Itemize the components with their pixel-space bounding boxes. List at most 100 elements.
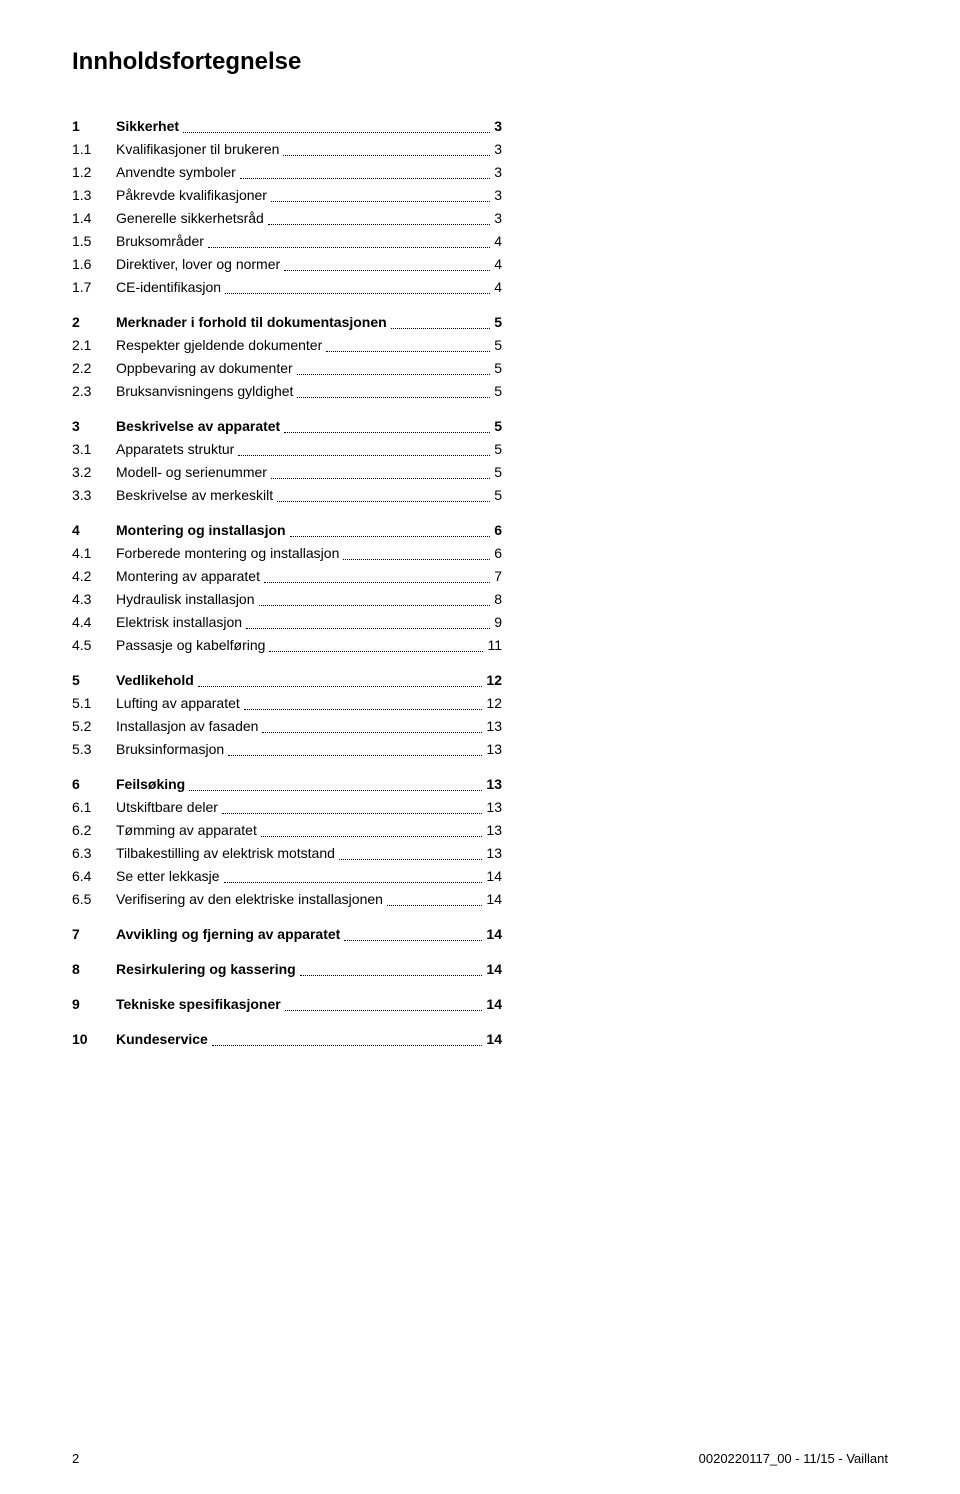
toc-leader (344, 927, 482, 941)
toc-leader (326, 338, 490, 352)
toc-leader (339, 846, 483, 860)
toc-leader (290, 523, 491, 537)
toc-page: 12 (486, 693, 502, 714)
toc-page: 14 (486, 889, 502, 910)
toc-group-gap (72, 1017, 502, 1029)
toc-leader (297, 384, 490, 398)
toc-row: 5.2Installasjon av fasaden13 (72, 716, 502, 737)
toc-page: 9 (494, 612, 502, 633)
toc-row: 6.4Se etter lekkasje14 (72, 866, 502, 887)
toc-leader (300, 962, 483, 976)
toc-label: Apparatets struktur (116, 439, 234, 460)
page: Innholdsfortegnelse 1Sikkerhet31.1Kvalif… (0, 0, 960, 1494)
toc-label: Resirkulering og kassering (116, 959, 296, 980)
toc-row: 6.1Utskiftbare deler13 (72, 797, 502, 818)
toc-label: Beskrivelse av apparatet (116, 416, 280, 437)
toc-leader (189, 777, 482, 791)
toc-label: Vedlikehold (116, 670, 194, 691)
toc-label: Bruksinformasjon (116, 739, 224, 760)
toc-leader (268, 211, 490, 225)
toc-leader (222, 800, 482, 814)
toc-leader (244, 696, 483, 710)
toc-row: 4.3Hydraulisk installasjon8 (72, 589, 502, 610)
toc-leader (343, 546, 490, 560)
toc-number: 5.1 (72, 693, 116, 714)
toc-page: 5 (494, 462, 502, 483)
footer-doc-ref: 0020220117_00 - 11/15 - Vaillant (699, 1451, 888, 1466)
toc-group-gap (72, 658, 502, 670)
toc-number: 1 (72, 116, 116, 137)
toc-page: 7 (494, 566, 502, 587)
toc-label: Passasje og kabelføring (116, 635, 265, 656)
toc-number: 6.3 (72, 843, 116, 864)
toc-row: 2.1Respekter gjeldende dokumenter5 (72, 335, 502, 356)
toc-label: Kundeservice (116, 1029, 208, 1050)
toc-number: 6.5 (72, 889, 116, 910)
toc-label: Respekter gjeldende dokumenter (116, 335, 322, 356)
toc-leader (269, 638, 483, 652)
toc-row: 1.7CE-identifikasjon4 (72, 277, 502, 298)
toc-page: 3 (494, 116, 502, 137)
toc-label: Tilbakestilling av elektrisk motstand (116, 843, 335, 864)
toc-page: 3 (494, 208, 502, 229)
toc-number: 10 (72, 1029, 116, 1050)
toc-row: 3.3Beskrivelse av merkeskilt5 (72, 485, 502, 506)
toc-number: 4 (72, 520, 116, 541)
toc-number: 2 (72, 312, 116, 333)
toc-page: 4 (494, 231, 502, 252)
toc-row: 6.2Tømming av apparatet13 (72, 820, 502, 841)
toc-row: 1.3Påkrevde kvalifikasjoner3 (72, 185, 502, 206)
toc-leader (297, 361, 491, 375)
toc-group-gap (72, 508, 502, 520)
toc-number: 4.5 (72, 635, 116, 656)
toc-page: 5 (494, 416, 502, 437)
toc-label: Modell- og serienummer (116, 462, 267, 483)
toc-number: 6.2 (72, 820, 116, 841)
page-title: Innholdsfortegnelse (72, 48, 888, 76)
toc-number: 5 (72, 670, 116, 691)
toc-leader (261, 823, 483, 837)
toc-page: 3 (494, 185, 502, 206)
toc-row: 9Tekniske spesifikasjoner14 (72, 994, 502, 1015)
toc-label: Montering og installasjon (116, 520, 286, 541)
toc-page: 5 (494, 358, 502, 379)
toc-page: 5 (494, 381, 502, 402)
toc-group-gap (72, 912, 502, 924)
toc-number: 5.2 (72, 716, 116, 737)
toc-number: 4.3 (72, 589, 116, 610)
toc-number: 7 (72, 924, 116, 945)
toc-page: 4 (494, 277, 502, 298)
toc-page: 5 (494, 312, 502, 333)
toc-leader (246, 615, 490, 629)
toc-label: Verifisering av den elektriske installas… (116, 889, 383, 910)
toc-row: 6.3Tilbakestilling av elektrisk motstand… (72, 843, 502, 864)
toc-number: 3 (72, 416, 116, 437)
toc-number: 3.1 (72, 439, 116, 460)
toc-row: 1Sikkerhet3 (72, 116, 502, 137)
toc-row: 5.1Lufting av apparatet12 (72, 693, 502, 714)
toc-number: 5.3 (72, 739, 116, 760)
toc-number: 4.2 (72, 566, 116, 587)
toc-row: 2.2Oppbevaring av dokumenter5 (72, 358, 502, 379)
toc-page: 12 (486, 670, 502, 691)
toc-number: 6.4 (72, 866, 116, 887)
toc-page: 13 (486, 820, 502, 841)
toc-page: 13 (486, 739, 502, 760)
toc-row: 2.3Bruksanvisningens gyldighet5 (72, 381, 502, 402)
toc-page: 13 (486, 774, 502, 795)
toc-row: 6Feilsøking13 (72, 774, 502, 795)
toc-leader (183, 119, 490, 133)
toc-number: 2.3 (72, 381, 116, 402)
toc-leader (284, 419, 490, 433)
toc-leader (208, 234, 490, 248)
toc-leader (387, 892, 482, 906)
toc-label: Utskiftbare deler (116, 797, 218, 818)
toc-group-gap (72, 404, 502, 416)
toc-leader (284, 257, 490, 271)
toc-leader (277, 488, 490, 502)
toc-number: 1.4 (72, 208, 116, 229)
toc-label: Anvendte symboler (116, 162, 236, 183)
toc-leader (225, 280, 490, 294)
toc-number: 9 (72, 994, 116, 1015)
toc-leader (262, 719, 482, 733)
